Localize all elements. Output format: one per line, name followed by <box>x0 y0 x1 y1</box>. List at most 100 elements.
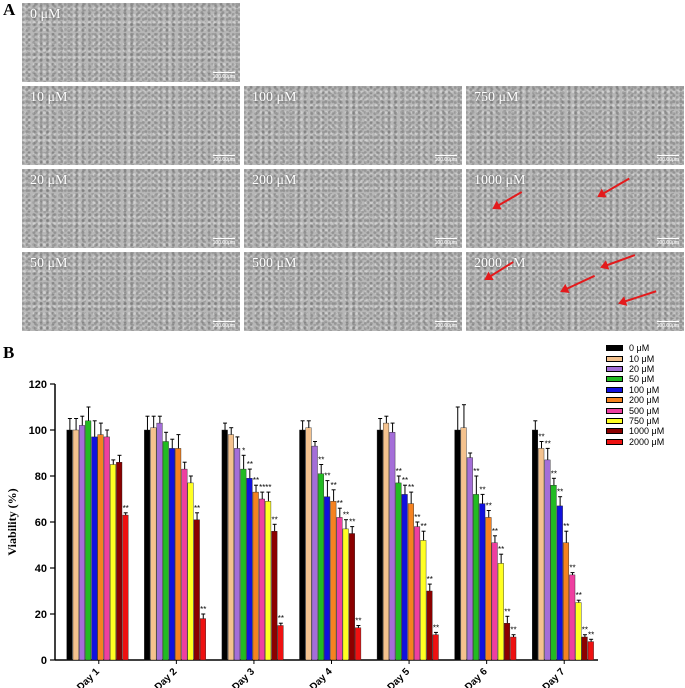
significance-mark: ** <box>479 485 485 494</box>
significance-mark: ** <box>576 591 582 600</box>
bar <box>175 448 182 661</box>
legend-label: 2000 μM <box>629 436 665 447</box>
bar <box>563 542 570 661</box>
significance-mark: ** <box>355 617 361 626</box>
bar <box>271 530 278 661</box>
legend-swatch <box>606 355 623 362</box>
scale-bar: 100.00μm <box>212 321 235 329</box>
significance-mark: ** <box>538 433 544 442</box>
significance-mark: ** <box>330 481 336 490</box>
legend-swatch <box>606 428 623 435</box>
significance-mark: ** <box>265 483 271 492</box>
legend-item: 0 μM <box>606 343 664 353</box>
bar <box>97 434 104 661</box>
significance-mark: ** <box>343 511 349 520</box>
bar <box>420 540 427 661</box>
bar <box>144 429 151 661</box>
bar <box>532 429 539 661</box>
legend-label: 20 μM <box>629 363 655 374</box>
bar <box>336 517 343 661</box>
x-tick-label: Day 6 <box>463 666 490 688</box>
concentration-label: 2000 μM <box>474 256 526 271</box>
red-arrow-icon <box>561 274 596 292</box>
x-tick-label: Day 4 <box>308 666 335 688</box>
bar <box>550 484 557 661</box>
legend-label: 10 μM <box>629 353 655 364</box>
significance-mark: ** <box>473 467 479 476</box>
legend-item: 10 μM <box>606 353 664 364</box>
bar <box>407 503 414 661</box>
significance-mark: ** <box>200 605 206 614</box>
significance-mark: ** <box>569 564 575 573</box>
legend-item: 200 μM <box>606 395 664 405</box>
legend-swatch <box>606 417 623 424</box>
significance-mark: ** <box>510 626 516 635</box>
legend-label: 0 μM <box>629 343 650 354</box>
micrograph-10m: 10 μM 100.00μm <box>22 86 240 165</box>
significance-mark: ** <box>498 545 504 554</box>
bar <box>556 505 563 661</box>
significance-mark: ** <box>259 483 265 492</box>
significance-mark: * <box>242 446 245 455</box>
scale-bar: 100.00μm <box>212 238 235 246</box>
scale-bar: 100.00μm <box>434 321 457 329</box>
concentration-label: 0 μM <box>30 7 61 22</box>
bar <box>122 514 129 661</box>
significance-mark: ** <box>349 518 355 527</box>
y-axis-label: Viability (%) <box>5 488 19 555</box>
bar <box>355 627 362 661</box>
bar <box>324 496 331 661</box>
significance-mark: ** <box>486 502 492 511</box>
bar <box>234 448 241 661</box>
legend-item: 20 μM <box>606 364 664 374</box>
red-arrow-icon <box>598 177 630 197</box>
bar <box>66 429 73 661</box>
scale-bar: 100.00μm <box>656 238 679 246</box>
bar <box>299 429 306 661</box>
bar <box>221 429 228 661</box>
bar <box>199 618 206 661</box>
significance-mark: ** <box>396 467 402 476</box>
bar <box>311 445 318 661</box>
legend-item: 500 μM <box>606 405 664 416</box>
bar <box>258 498 265 661</box>
bar <box>91 436 98 661</box>
bar <box>317 473 324 661</box>
scale-bar: 100.00μm <box>434 238 457 246</box>
bar <box>454 429 461 661</box>
significance-mark: ** <box>557 488 563 497</box>
significance-mark: ** <box>588 630 594 639</box>
bar <box>510 636 517 661</box>
x-tick-label: Day 3 <box>230 666 257 688</box>
bar <box>265 501 272 661</box>
bar <box>395 482 402 661</box>
legend-label: 500 μM <box>629 405 660 416</box>
legend-item: 50 μM <box>606 374 664 384</box>
bar <box>348 533 355 661</box>
legend-swatch <box>606 386 623 393</box>
bar <box>466 457 473 661</box>
x-tick-label: Day 5 <box>386 666 413 688</box>
bar <box>168 448 175 661</box>
micrograph-100m: 100 μM 100.00μm <box>244 86 462 165</box>
panel-b-label: B <box>3 343 15 362</box>
concentration-label: 20 μM <box>30 173 68 188</box>
bar <box>103 436 110 661</box>
bar <box>485 517 492 661</box>
y-tick-label: 0 <box>41 655 47 667</box>
legend-swatch <box>606 345 623 352</box>
bar <box>497 563 504 661</box>
bar <box>479 503 486 661</box>
significance-mark: ** <box>337 499 343 508</box>
significance-mark: ** <box>504 607 510 616</box>
scale-bar: 100.00μm <box>212 72 235 80</box>
micrograph-1000m: 1000 μM 100.00μm <box>466 169 684 248</box>
legend-swatch <box>606 438 623 445</box>
concentration-label: 500 μM <box>252 256 297 271</box>
bar <box>162 441 169 661</box>
legend-label: 1000 μM <box>629 426 665 437</box>
bar <box>414 526 421 661</box>
bar <box>504 623 511 661</box>
x-tick-label: Day 2 <box>153 666 180 688</box>
bar <box>544 459 551 661</box>
